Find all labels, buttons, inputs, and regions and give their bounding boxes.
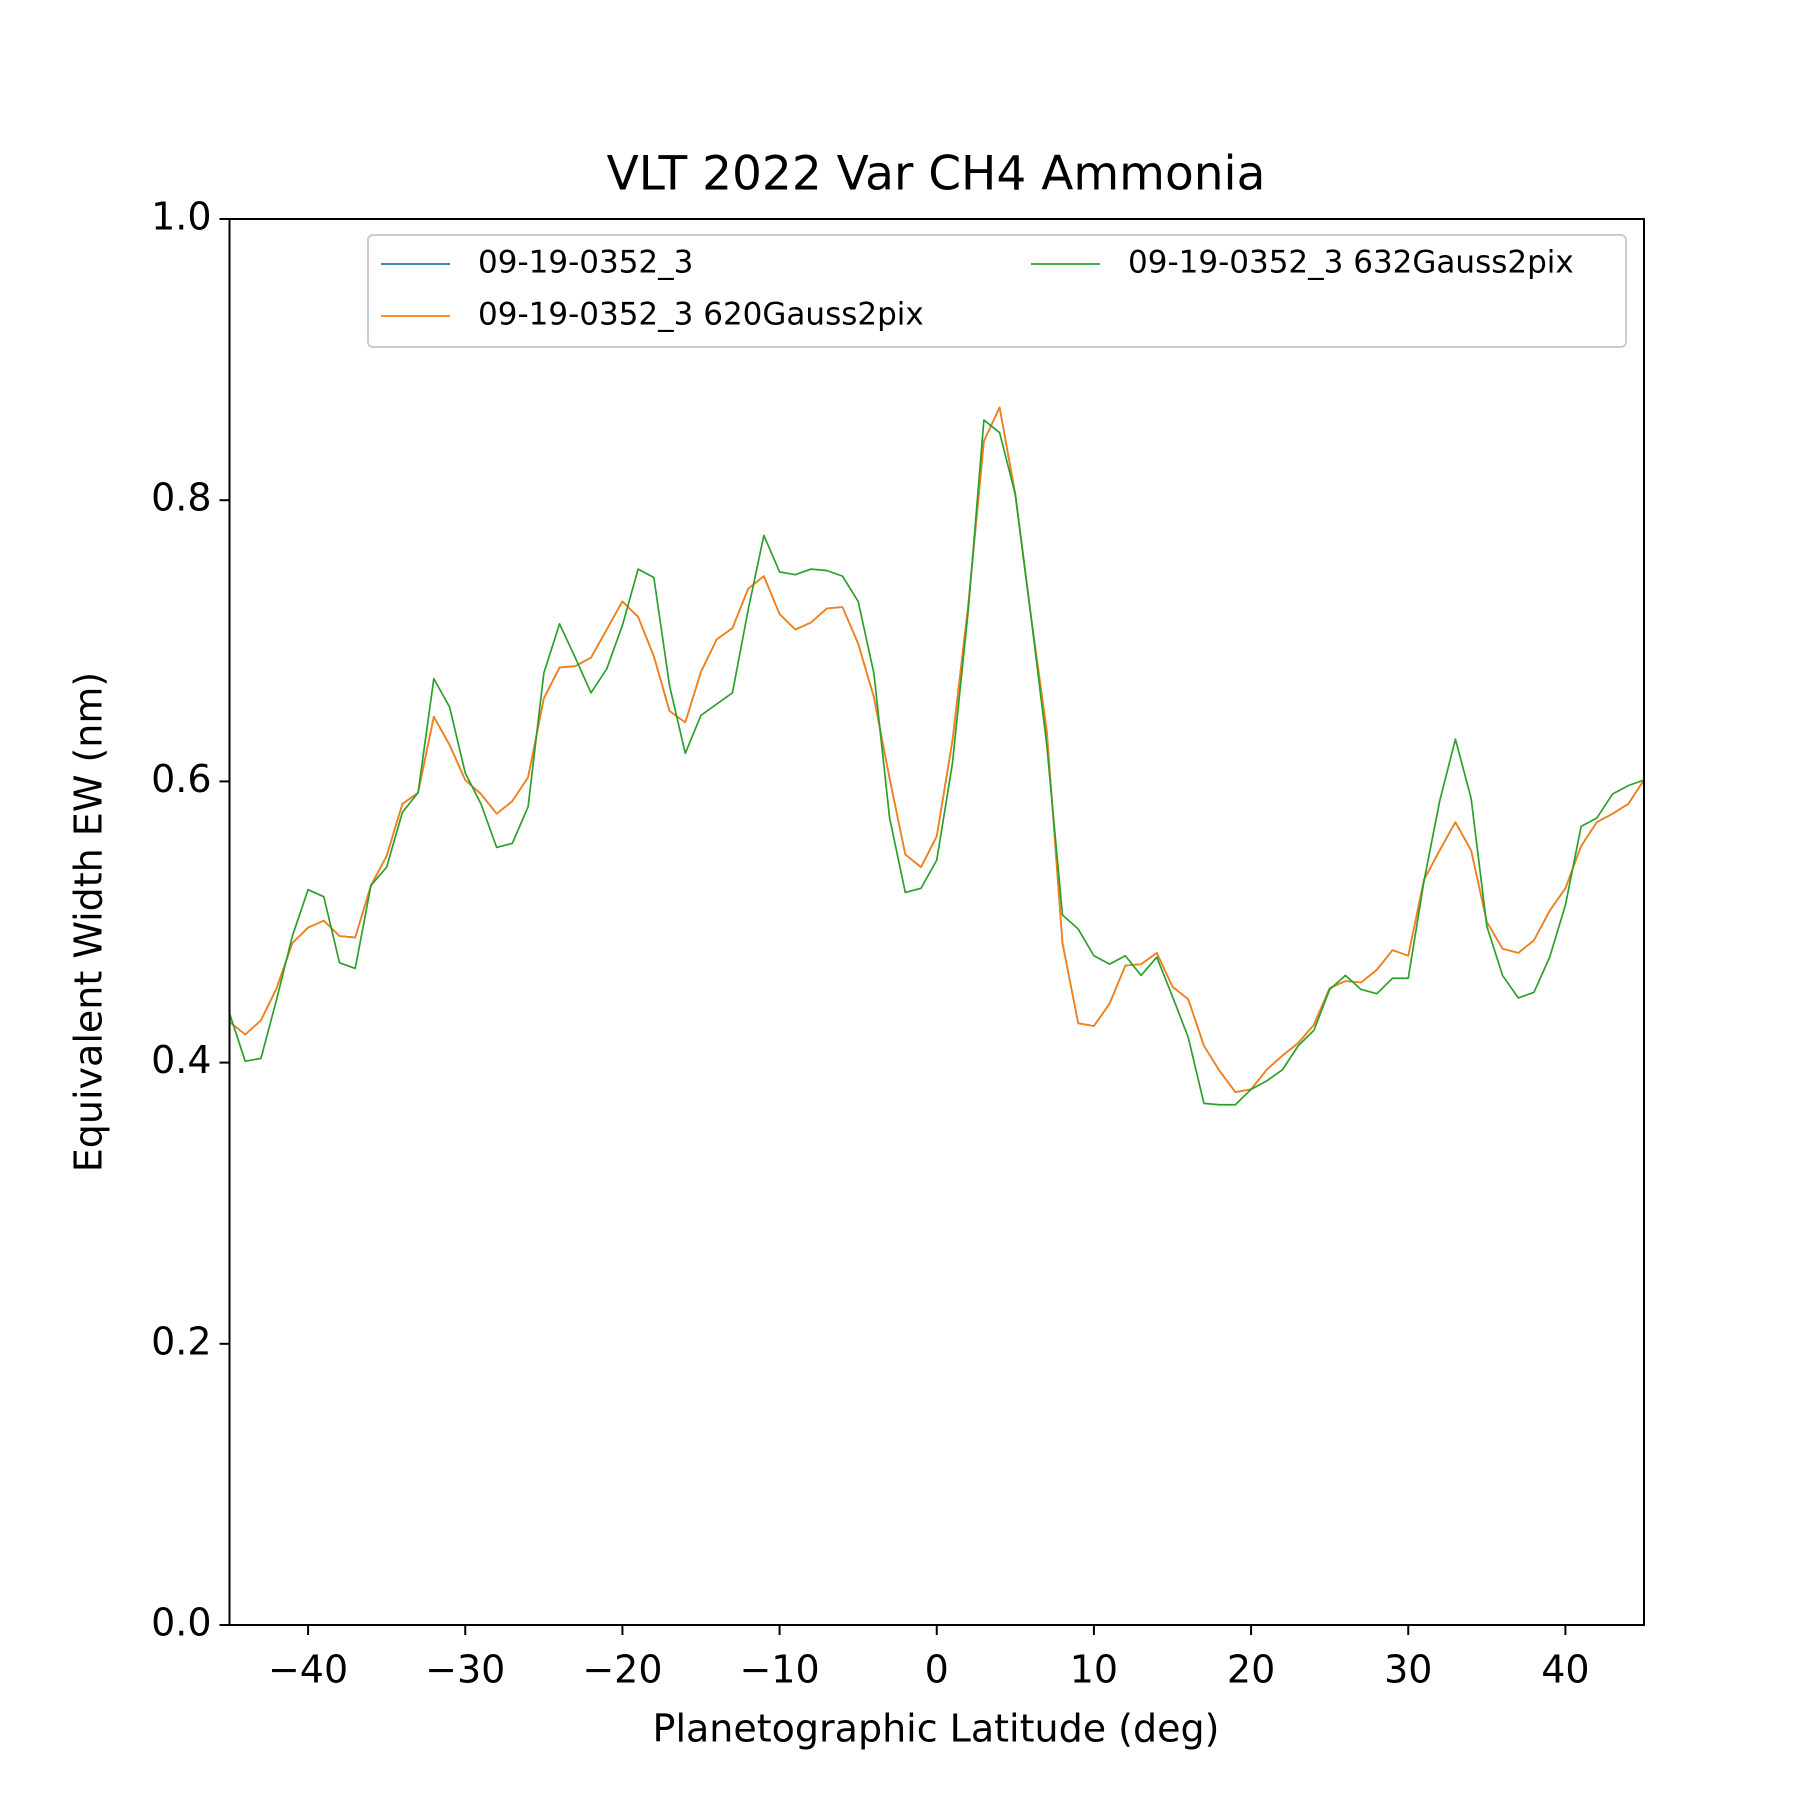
y-tick-label: 1.0 <box>151 195 211 239</box>
legend-label: 09-19-0352_3 632Gauss2pix <box>1128 245 1574 281</box>
legend: 09-19-0352_3 09-19-0352_3 620Gauss2pix 09-… <box>367 234 1627 348</box>
x-tick-label: −10 <box>739 1648 819 1692</box>
legend-label: 09-19-0352_3 620Gauss2pix <box>478 297 924 333</box>
series-line <box>229 406 1644 1093</box>
x-tick-label: 10 <box>1070 1648 1118 1692</box>
legend-box <box>367 234 1627 348</box>
chart-title: VLT 2022 Var CH4 Ammonia <box>607 147 1266 202</box>
x-tick-label: 20 <box>1227 1648 1275 1692</box>
x-tick-label: 30 <box>1384 1648 1432 1692</box>
x-tick-label: 0 <box>925 1648 949 1692</box>
legend-label: 09-19-0352_3 <box>478 245 693 281</box>
y-tick-label: 0.6 <box>151 757 211 801</box>
x-axis-label: Planetographic Latitude (deg) <box>653 1707 1220 1751</box>
y-tick-label: 0.2 <box>151 1319 211 1363</box>
y-tick-label: 0.8 <box>151 476 211 520</box>
plot-frame <box>228 218 1645 1626</box>
x-tick-label: −20 <box>582 1648 662 1692</box>
series-line <box>229 406 1644 1093</box>
x-tick-label: 40 <box>1541 1648 1589 1692</box>
x-tick-label: −40 <box>268 1648 348 1692</box>
y-axis-label: Equivalent Width EW (nm) <box>67 672 111 1172</box>
x-tick-label: −30 <box>425 1648 505 1692</box>
series-line <box>229 419 1644 1106</box>
y-tick-label: 0.0 <box>151 1601 211 1645</box>
y-tick-label: 0.4 <box>151 1038 211 1082</box>
plot-lines <box>229 406 1644 1106</box>
